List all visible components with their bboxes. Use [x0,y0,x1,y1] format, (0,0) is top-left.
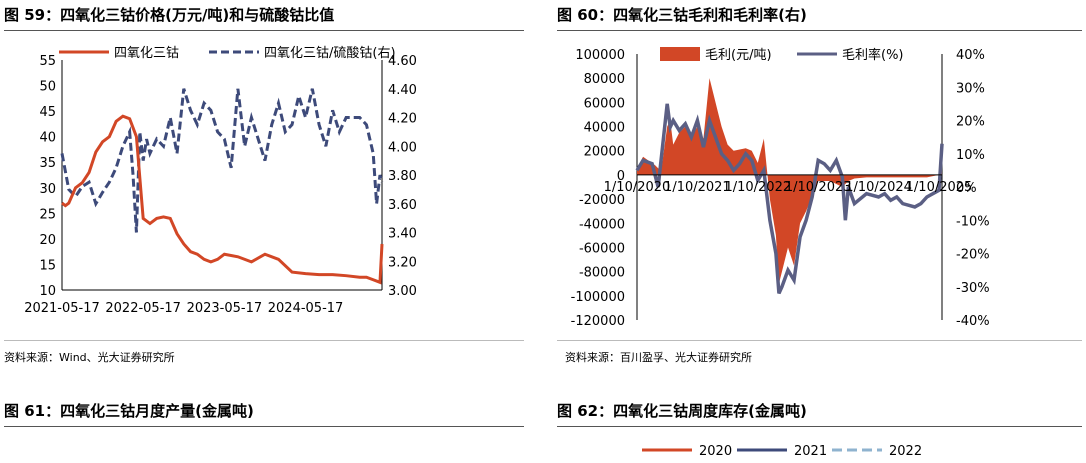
y-tick-label: -40000 [579,217,625,232]
x-tick-label: 1/10/2022 [724,180,791,195]
margin-series-line [635,103,944,295]
y-tick-label: -100000 [571,290,625,305]
y-tick-label: 25 [39,207,56,222]
y-tick-label: 80000 [584,72,625,87]
x-tick-label: 2022-05-17 [105,301,181,316]
y2-tick-label: 3.40 [388,227,417,242]
y-tick-label: -80000 [579,266,625,281]
x-tick-label: 1/10/2020 [604,180,671,195]
y-tick-label: 50 [39,80,56,95]
y-tick-label: 20 [39,233,56,248]
figure-59-top-rule [4,30,524,31]
figure-61-title: 图 61：四氧化三钴月度产量(金属吨) [4,402,254,420]
figure-60-title: 图 60：四氧化三钴毛利和毛利率(右) [557,6,807,24]
y2-tick-label: -10% [956,214,990,229]
legend-2020-label: 2020 [699,444,732,459]
legend-2022-label: 2022 [889,444,922,459]
x-tick-label: 2021-05-17 [24,301,100,316]
ratio-series-line [60,88,384,233]
y2-tick-label: 3.60 [388,198,417,213]
y2-tick-label: 4.00 [388,140,417,155]
y2-tick-label: 40% [956,48,985,63]
legend-2021-label: 2021 [794,444,827,459]
y-tick-label: -60000 [579,241,625,256]
figure-61-top-rule [4,426,524,427]
y2-tick-label: 10% [956,148,985,163]
y-tick-label: 15 [39,258,56,273]
y2-tick-label: 0% [956,181,977,196]
y-tick-label: 55 [39,54,56,69]
chart-60-profit-margin: 100000 80000 60000 40000 20000 0 -20000 -40000 -… [571,47,990,329]
x-tick-label: 1/10/2025 [906,180,973,195]
y-tick-label: 10 [39,284,56,299]
y2-tick-label: 3.00 [388,284,417,299]
figure-60-top-rule [557,30,1082,31]
figure-59-source: 资料来源：Wind、光大证券研究所 [4,351,175,364]
chart-59-price-ratio: 55 50 45 40 35 30 25 20 15 10 4.60 4.40 4.20 4.00 3.80… [24,46,417,316]
figure-60-source: 资料来源：百川盈孚、光大证券研究所 [565,351,752,364]
y2-tick-label: 20% [956,115,985,130]
y2-tick-label: -20% [956,248,990,263]
y2-tick-label: -30% [956,281,990,296]
y-tick-label: 100000 [575,48,625,63]
y-tick-label: 20000 [584,145,625,160]
y-tick-label: 40 [39,131,56,146]
y-tick-label: 0 [617,169,625,184]
y-tick-label: 45 [39,105,56,120]
y-tick-label: 40000 [584,121,625,136]
y-tick-label: 60000 [584,96,625,111]
x-tick-label: 2024-05-17 [268,301,344,316]
y2-tick-label: 3.80 [388,169,417,184]
legend-price-label: 四氧化三钴 [114,46,179,61]
y-tick-label: 30 [39,182,56,197]
legend-ratio-label: 四氧化三钴/硫酸钴(右) [264,46,396,61]
chart-62-legend: 2020 2021 2022 [642,444,922,459]
figure-62-top-rule [557,426,1082,427]
legend-profit-swatch [660,47,700,61]
legend-profit-label: 毛利(元/吨) [705,48,772,63]
y2-tick-label: 30% [956,81,985,96]
figure-59-title: 图 59：四氧化三钴价格(万元/吨)和与硫酸钴比值 [4,6,335,24]
y2-tick-label: -40% [956,314,990,329]
figure-60-bottom-rule [557,340,1082,341]
y-tick-label: -20000 [579,193,625,208]
legend-margin-label: 毛利率(%) [842,47,904,63]
x-tick-label: 2023-05-17 [187,301,263,316]
x-tick-label: 1/10/2021 [664,180,731,195]
figure-62-title: 图 62：四氧化三钴周度库存(金属吨) [557,402,807,420]
price-series-line [61,114,384,285]
y2-tick-label: 3.20 [388,255,417,270]
figure-59-bottom-rule [4,340,524,341]
x-tick-label: 1/10/2024 [845,180,912,195]
x-tick-label: 1/10/2023 [785,180,852,195]
y2-tick-label: 4.20 [388,112,417,127]
y-tick-label: -120000 [571,314,625,329]
y2-tick-label: 4.40 [388,83,417,98]
y-tick-label: 35 [39,156,56,171]
y2-tick-label: 4.60 [388,54,417,69]
